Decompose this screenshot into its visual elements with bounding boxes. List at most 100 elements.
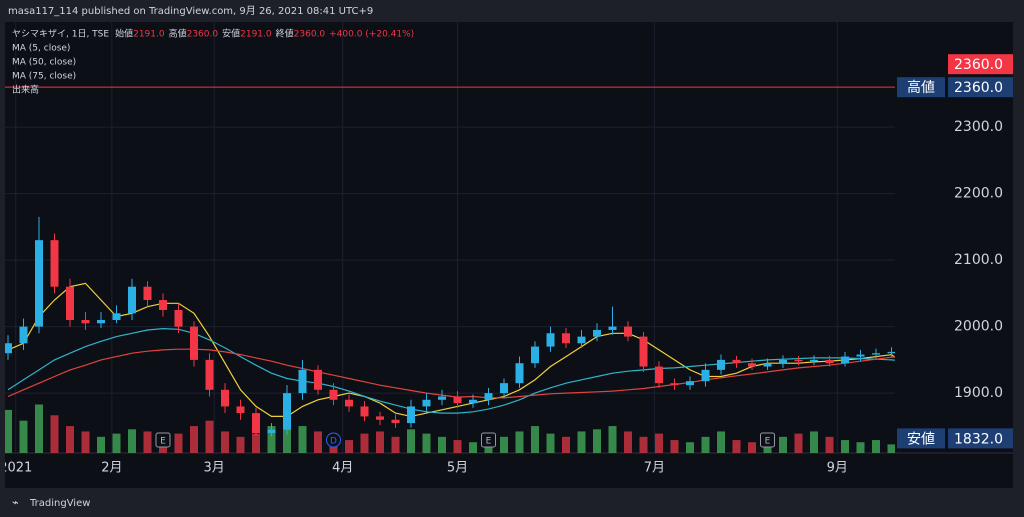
volume-bar xyxy=(531,426,539,453)
candle-body xyxy=(438,396,446,400)
plot: 2021 2月 3月 4月 5月 7月 9月 E D E E xyxy=(5,216,895,476)
candle-body xyxy=(345,399,353,407)
volume-bar xyxy=(283,420,291,453)
volume-bar xyxy=(221,431,229,453)
candle-body xyxy=(484,393,493,400)
candle-body xyxy=(841,356,849,364)
ohlc-label: 高値 xyxy=(169,28,187,40)
candle-body xyxy=(701,369,710,382)
volume-bar xyxy=(174,433,183,453)
candle-body xyxy=(872,353,880,355)
volume-bar xyxy=(562,436,570,453)
ohlc-value: 2191.0 xyxy=(133,30,165,40)
candle-body xyxy=(763,363,772,367)
candle-body xyxy=(593,329,601,337)
price-tag-name: 高値 xyxy=(907,79,935,96)
volume-bar xyxy=(841,440,849,453)
candle-body xyxy=(717,359,725,370)
legend-entry: MA (5, close) xyxy=(12,44,70,54)
volume-bar xyxy=(314,431,322,453)
candle-body xyxy=(159,300,167,310)
event-label: E xyxy=(160,437,166,447)
volume-bar xyxy=(717,431,725,453)
candle-body xyxy=(143,286,152,301)
candle-body xyxy=(267,429,276,434)
price-tag-box xyxy=(948,54,1013,75)
candle-body xyxy=(5,343,12,354)
volume-bar xyxy=(267,426,276,453)
price-tag-box xyxy=(948,77,1013,98)
price-tag-box xyxy=(948,428,1013,449)
legend-entry: MA (75, close) xyxy=(12,72,76,82)
volume-bar xyxy=(252,433,260,453)
event-icon xyxy=(760,432,775,448)
volume-bar xyxy=(66,426,74,453)
volume-bar xyxy=(35,404,43,453)
volume-bar xyxy=(19,420,28,453)
candle-body xyxy=(608,326,617,330)
candle-body xyxy=(174,309,183,327)
candle-body xyxy=(66,286,74,320)
candle-body xyxy=(236,406,245,414)
volume-bar xyxy=(515,431,524,453)
candle-body xyxy=(469,399,477,404)
x-tick-label: 2月 xyxy=(101,461,122,476)
grid xyxy=(5,22,895,453)
candle-body xyxy=(376,416,384,420)
event-label: D xyxy=(330,437,337,447)
volume-bar xyxy=(360,433,369,453)
candle-body xyxy=(825,359,834,364)
candle-body xyxy=(407,406,415,424)
price-tag-label: 2360.0 xyxy=(954,80,1003,96)
candle-body xyxy=(35,240,43,327)
volume-bar xyxy=(624,431,632,453)
x-tick-label: 7月 xyxy=(644,461,665,476)
legend-entry: MA (50, close) xyxy=(12,58,76,68)
volume-bar xyxy=(670,440,679,453)
price-tag-name-box xyxy=(897,77,945,98)
published-note: masa117_114 published on TradingView.com… xyxy=(8,5,373,17)
candle-body xyxy=(655,366,663,384)
candle-body xyxy=(639,336,648,367)
candle-body xyxy=(794,359,803,362)
volume-bar xyxy=(190,426,198,453)
volume-bar xyxy=(298,426,307,453)
volume-bar xyxy=(345,440,353,453)
volume-bar xyxy=(825,436,834,453)
volume-bar xyxy=(608,426,617,453)
volume-bar xyxy=(500,436,508,453)
volume-bar xyxy=(469,442,477,453)
candle-body xyxy=(252,413,260,434)
volume-bar xyxy=(748,442,756,453)
price-tag-label: 2360.0 xyxy=(954,57,1003,73)
legend: ヤシマキザイ, 1日, TSE 始値 2191.0 高値 2360.0 安値 2191.0 終… xyxy=(12,28,414,96)
candle-body xyxy=(112,313,121,320)
y-tick-label: 2100.0 xyxy=(954,252,1003,268)
volume-bar xyxy=(438,436,446,453)
ma-line xyxy=(7,348,895,399)
volume-bar xyxy=(577,431,586,453)
volume-bar xyxy=(205,420,214,453)
volume-bar xyxy=(97,436,105,453)
volume-bar xyxy=(639,436,648,453)
volume-bar xyxy=(593,429,601,453)
y-tick-label: 2200.0 xyxy=(954,186,1003,202)
event-icon xyxy=(155,432,171,448)
volume-bar xyxy=(376,431,384,453)
candle-body xyxy=(562,333,570,344)
ohlc-label: 始値 xyxy=(115,28,133,40)
candle-body xyxy=(360,406,369,417)
volume-bar xyxy=(407,429,415,453)
candle-body xyxy=(50,240,59,287)
volume-bar xyxy=(872,440,880,453)
candle-body xyxy=(732,359,741,364)
candle-body xyxy=(670,383,679,386)
y-tick-label: 2300.0 xyxy=(954,119,1003,135)
y-tick-label: 2000.0 xyxy=(954,319,1003,335)
candle-body xyxy=(314,369,322,390)
candle-body xyxy=(500,383,508,394)
price-tag-name-box xyxy=(897,428,945,449)
logo-mark: ⌁ xyxy=(12,496,19,509)
